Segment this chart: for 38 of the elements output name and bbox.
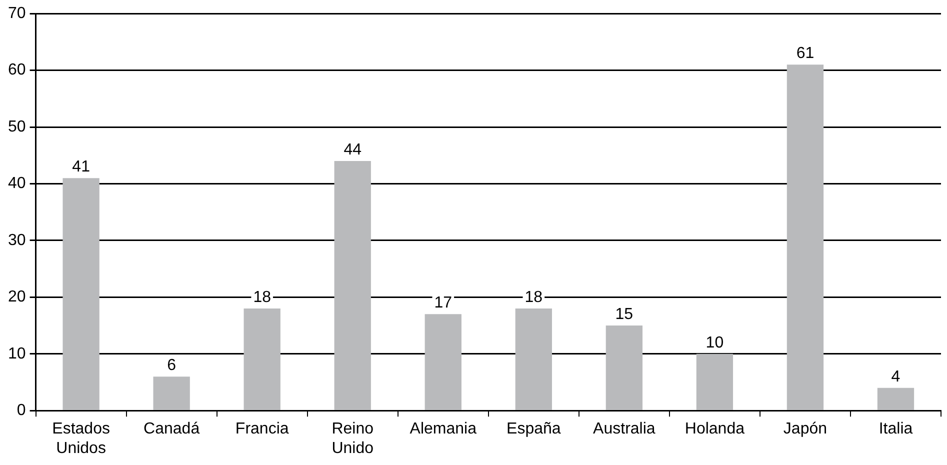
- data-label: 18: [253, 288, 272, 306]
- x-tick-label: Alemania: [410, 420, 477, 438]
- x-tick-label: Holanda: [684, 420, 745, 438]
- x-tick-label: Estados Unidos: [52, 420, 110, 457]
- x-tick-label: Canadá: [144, 420, 200, 438]
- x-tick-label: España: [506, 420, 561, 438]
- bar: [515, 308, 552, 410]
- bar: [606, 326, 643, 410]
- data-label: 15: [615, 306, 634, 323]
- data-label: 61: [796, 45, 814, 62]
- data-label: 41: [72, 158, 90, 176]
- data-label: 18: [524, 288, 543, 306]
- bar: [786, 64, 824, 410]
- x-tick-label: Australia: [593, 420, 656, 438]
- x-tick-label: Japón: [783, 420, 828, 438]
- y-tick-label: 20: [8, 288, 26, 306]
- bar: [334, 161, 371, 410]
- bar: [424, 314, 462, 410]
- data-label: 6: [167, 356, 176, 374]
- y-tick-label: 30: [8, 232, 26, 249]
- x-tick-label: Reino Unido: [332, 420, 374, 457]
- data-label: 17: [434, 294, 452, 312]
- bar: [62, 178, 100, 410]
- data-label: 44: [344, 141, 362, 158]
- data-label: 4: [891, 368, 900, 386]
- bar: [877, 388, 914, 410]
- y-tick-label: 40: [8, 175, 26, 192]
- y-tick-label: 0: [16, 402, 26, 420]
- bar: [696, 354, 734, 410]
- bar: [244, 308, 280, 410]
- y-tick-label: 60: [8, 62, 26, 79]
- y-tick-label: 10: [8, 345, 26, 362]
- x-tick-label: Francia: [235, 420, 289, 438]
- bar: [153, 376, 190, 410]
- y-tick-label: 50: [8, 118, 26, 136]
- x-tick-label: Italia: [878, 420, 913, 438]
- y-tick-label: 70: [8, 5, 26, 22]
- data-label: 10: [706, 334, 724, 352]
